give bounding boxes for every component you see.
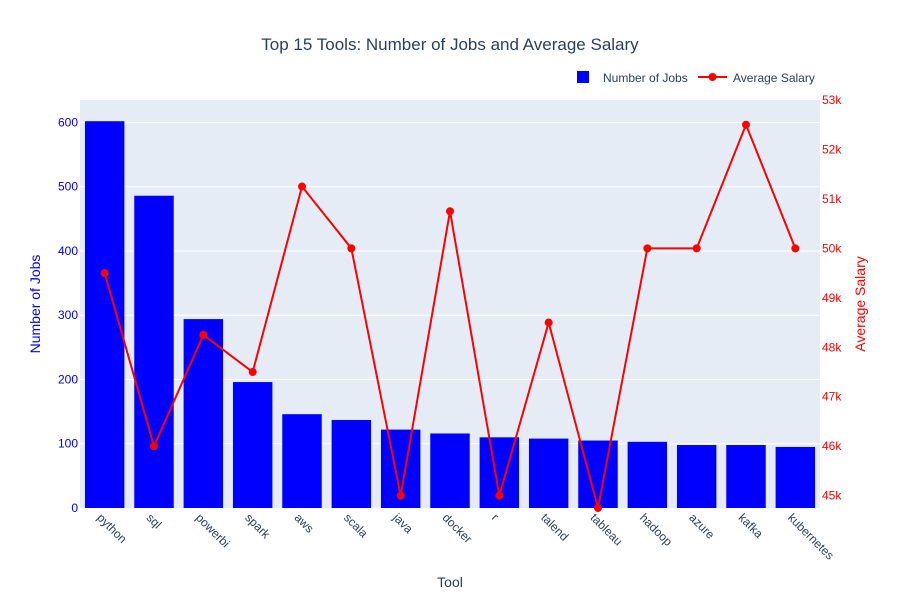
legend-marker-swatch (708, 73, 717, 81)
y-tick-label: 200 (58, 372, 78, 386)
y2-tick-label: 49k (822, 291, 842, 305)
y-tick-label: 100 (58, 437, 78, 451)
x-tick-label: talend (538, 511, 571, 544)
legend-bar-swatch (577, 71, 589, 83)
x-tick-label: hadoop (637, 511, 675, 549)
x-tick-label: aws (292, 511, 317, 536)
y2-tick-label: 52k (822, 142, 842, 156)
salary-point[interactable] (248, 368, 257, 376)
salary-point[interactable] (643, 244, 652, 253)
bar[interactable] (676, 445, 717, 508)
y2-tick-label: 45k (822, 489, 842, 503)
y-axis-right-ticks: 45k 46k 47k 48k 49k 50k 51k 52k 53k (822, 93, 842, 503)
y-tick-label: 400 (58, 244, 78, 258)
legend[interactable]: Number of Jobs Average Salary (577, 71, 815, 85)
salary-point[interactable] (692, 244, 701, 253)
salary-point[interactable] (594, 504, 602, 512)
legend-item-line[interactable]: Average Salary (698, 71, 815, 85)
x-axis-title: Tool (437, 574, 463, 590)
bar[interactable] (726, 445, 766, 508)
bar[interactable] (183, 319, 224, 508)
y-tick-label: 500 (58, 180, 78, 194)
x-tick-label: scala (341, 511, 371, 541)
x-tick-label: tableau (588, 511, 626, 549)
y2-tick-label: 46k (822, 439, 842, 453)
salary-point[interactable] (495, 491, 504, 500)
y-tick-label: 300 (58, 308, 78, 322)
bar-series (84, 121, 816, 509)
x-axis-ticks: python sql powerbi spark aws scala java docker r… (94, 510, 837, 563)
bar[interactable] (331, 419, 372, 508)
x-tick-label: kubernetes (785, 511, 837, 563)
y-tick-label: 0 (71, 501, 78, 515)
bar[interactable] (627, 441, 668, 508)
y-axis-left-title: Number of Jobs (27, 255, 43, 354)
x-tick-label: azure (686, 511, 717, 542)
salary-point[interactable] (544, 318, 553, 327)
x-tick-label: sql (144, 511, 165, 532)
y-axis-right-title: Average Salary (852, 256, 868, 351)
legend-item-bars[interactable]: Number of Jobs (577, 71, 688, 85)
y2-tick-label: 48k (822, 340, 842, 354)
bar[interactable] (84, 121, 125, 508)
bar[interactable] (430, 433, 470, 508)
y-axis-left-ticks: 0 100 200 300 400 500 600 (58, 115, 78, 515)
legend-label-line: Average Salary (733, 71, 815, 85)
salary-point[interactable] (100, 269, 109, 278)
x-tick-label: kafka (736, 511, 766, 541)
y2-tick-label: 47k (822, 390, 842, 404)
bar[interactable] (134, 195, 174, 509)
salary-point[interactable] (396, 491, 405, 500)
salary-point[interactable] (742, 120, 750, 129)
salary-point[interactable] (298, 182, 306, 191)
bar[interactable] (282, 414, 322, 508)
salary-point[interactable] (347, 244, 356, 253)
bar[interactable] (528, 438, 569, 508)
legend-label-bars: Number of Jobs (603, 71, 688, 85)
bar[interactable] (775, 446, 816, 508)
x-tick-label: python (94, 511, 129, 546)
y2-tick-label: 50k (822, 241, 842, 255)
x-tick-label: powerbi (193, 511, 233, 551)
y-tick-label: 600 (58, 115, 78, 129)
salary-point[interactable] (791, 244, 800, 253)
bar[interactable] (232, 382, 273, 508)
x-tick-label: r (489, 511, 502, 524)
salary-point[interactable] (150, 442, 158, 451)
x-tick-label: spark (242, 511, 273, 542)
line-series (100, 120, 800, 512)
x-tick-label: java (390, 510, 416, 536)
y2-tick-label: 51k (822, 192, 842, 206)
salary-point[interactable] (199, 330, 208, 339)
bar[interactable] (578, 440, 618, 508)
x-tick-label: docker (440, 511, 475, 546)
salary-point[interactable] (446, 207, 454, 216)
y2-tick-label: 53k (822, 93, 842, 107)
chart-title: Top 15 Tools: Number of Jobs and Average… (261, 35, 639, 54)
